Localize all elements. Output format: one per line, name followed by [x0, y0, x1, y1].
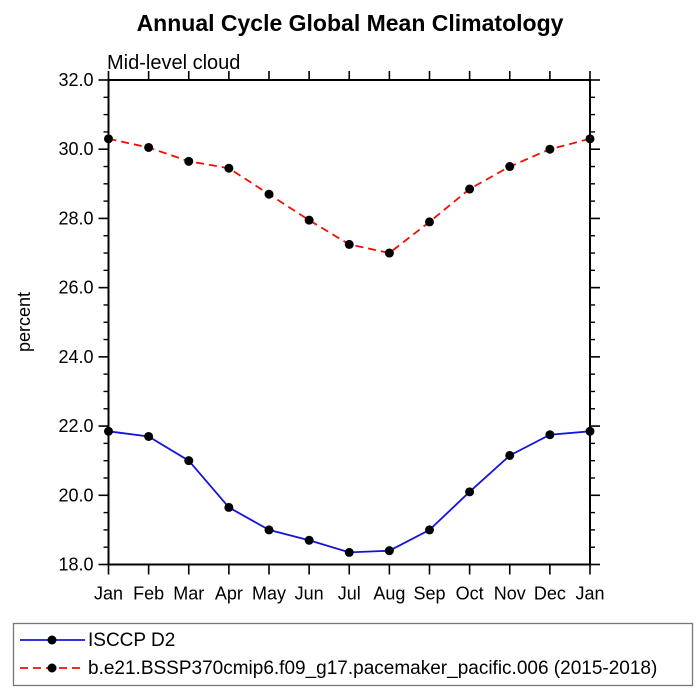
legend-item-model: b.e21.BSSP370cmip6.f09_g17.pacemaker_pac… [20, 658, 657, 679]
plot-frame [107, 79, 591, 566]
series-markers [104, 134, 595, 557]
data-point-marker [264, 189, 274, 199]
data-point-marker [144, 431, 154, 441]
data-point-marker [425, 525, 434, 535]
y-tick-label: 28.0 [58, 208, 93, 228]
data-point-marker [545, 430, 555, 440]
chart-subtitle: Mid-level cloud [107, 52, 240, 74]
y-tick-label: 24.0 [58, 347, 93, 367]
y-tick-label: 18.0 [58, 555, 93, 575]
y-axis-major-ticks [98, 79, 600, 566]
x-tick-label: Dec [534, 584, 566, 604]
y-tick-label: 20.0 [58, 485, 93, 505]
x-tick-label: Jul [338, 584, 361, 604]
legend-label-model: b.e21.BSSP370cmip6.f09_g17.pacemaker_pac… [88, 658, 657, 679]
x-tick-label: Mar [173, 584, 204, 604]
data-point-marker [465, 487, 475, 497]
data-point-marker [144, 142, 154, 152]
data-point-marker [184, 456, 194, 466]
data-point-marker [505, 162, 515, 172]
y-axis-tick-labels: 18.0 20.0 22.0 24.0 26.0 28.0 30.0 32.0 [58, 70, 93, 575]
x-tick-label: Feb [133, 584, 164, 604]
x-axis-tick-labels: Jan Feb Mar Apr May Jun Jul Aug Sep Oct Nov Dec Jan [94, 584, 605, 604]
x-tick-label: Oct [456, 584, 484, 604]
x-tick-label: Jan [94, 584, 123, 604]
legend-border [12, 622, 694, 687]
x-tick-label: Aug [373, 584, 405, 604]
data-point-marker [224, 502, 234, 512]
x-axis-ticks [107, 71, 591, 575]
data-point-marker [304, 535, 314, 545]
series-lines [108, 137, 591, 554]
chart-title: Annual Cycle Global Mean Climatology [137, 10, 564, 36]
legend-marker-dot [47, 635, 57, 645]
y-tick-label: 32.0 [58, 70, 93, 90]
data-point-marker [224, 163, 234, 173]
data-point-marker [465, 184, 475, 194]
y-axis-title: percent [14, 292, 34, 352]
x-tick-label: Jun [295, 584, 324, 604]
data-point-marker [384, 546, 394, 556]
y-tick-label: 26.0 [58, 278, 93, 298]
x-tick-label: Nov [494, 584, 526, 604]
y-tick-label: 30.0 [58, 139, 93, 159]
y-axis-minor-ticks [103, 96, 595, 548]
data-point-marker [344, 547, 354, 557]
x-tick-label: Sep [413, 584, 445, 604]
x-tick-label: May [252, 584, 286, 604]
data-point-marker [505, 450, 515, 460]
x-tick-label: Jan [575, 584, 604, 604]
y-tick-label: 22.0 [58, 416, 93, 436]
series-line-1 [108, 137, 591, 254]
legend-box: ISCCP D2 b.e21.BSSP370cmip6.f09_g17.pace… [12, 622, 694, 687]
x-tick-label: Apr [215, 584, 243, 604]
legend-item-isccp: ISCCP D2 [20, 630, 175, 651]
data-point-marker [344, 239, 354, 249]
data-point-marker [184, 156, 194, 166]
series-line-0 [108, 430, 591, 554]
data-point-marker [304, 215, 314, 225]
data-point-marker [384, 248, 394, 258]
data-point-marker [425, 217, 434, 227]
legend-label-isccp: ISCCP D2 [88, 630, 175, 651]
data-point-marker [545, 144, 555, 154]
legend-marker-dot [47, 663, 57, 673]
data-point-marker [264, 525, 274, 535]
